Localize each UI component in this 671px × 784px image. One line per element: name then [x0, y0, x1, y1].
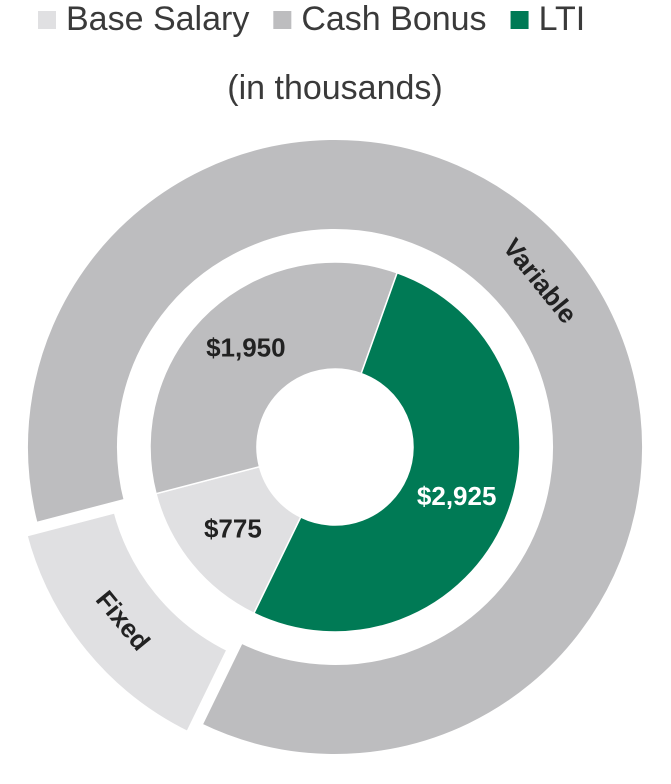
outer-slice [22, 134, 648, 760]
legend-swatch [273, 11, 292, 29]
slice [155, 465, 302, 615]
outer-slice [20, 506, 234, 739]
legend-label: Cash Bonus [301, 0, 486, 38]
value-label: $775 [204, 513, 262, 543]
value-label: $2,925 [417, 481, 497, 511]
legend-swatch [510, 11, 529, 29]
chart-subtitle: (in thousands) [227, 69, 442, 107]
legend-label: Base Salary [66, 0, 249, 38]
slice [149, 261, 399, 495]
slice [252, 271, 521, 633]
legend-swatch [38, 11, 56, 29]
legend-label: LTI [539, 0, 586, 38]
value-label: $1,950 [206, 333, 286, 363]
